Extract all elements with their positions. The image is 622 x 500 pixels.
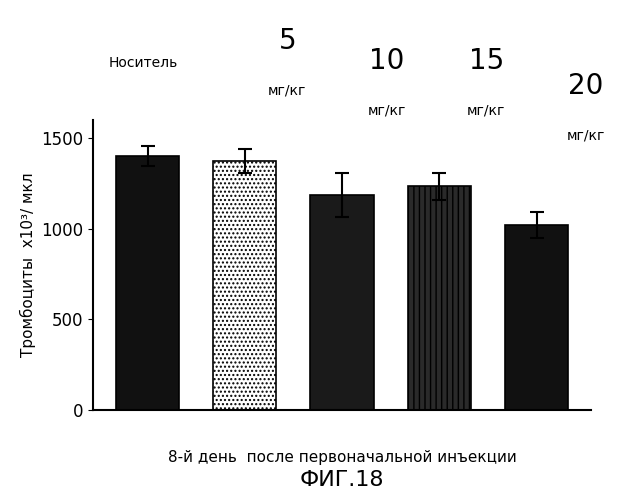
Text: 10: 10 — [369, 47, 404, 75]
Text: 15: 15 — [469, 47, 504, 75]
Text: Носитель: Носитель — [108, 56, 178, 70]
Bar — [310, 195, 374, 410]
Text: 5: 5 — [279, 27, 296, 55]
Text: 20: 20 — [569, 72, 603, 100]
Bar — [408, 186, 471, 410]
Text: мг/кг: мг/кг — [268, 84, 307, 98]
Text: 8-й день  после первоначальной инъекции: 8-й день после первоначальной инъекции — [168, 450, 516, 465]
Text: мг/кг: мг/кг — [368, 104, 406, 118]
Text: мг/кг: мг/кг — [567, 128, 605, 142]
Bar — [505, 225, 569, 410]
Text: мг/кг: мг/кг — [467, 104, 506, 118]
Y-axis label: Тромбоциты  х10³/ мкл: Тромбоциты х10³/ мкл — [20, 172, 36, 358]
Bar — [213, 161, 276, 410]
Bar — [116, 156, 179, 410]
Text: ФИГ.18: ФИГ.18 — [300, 470, 384, 490]
